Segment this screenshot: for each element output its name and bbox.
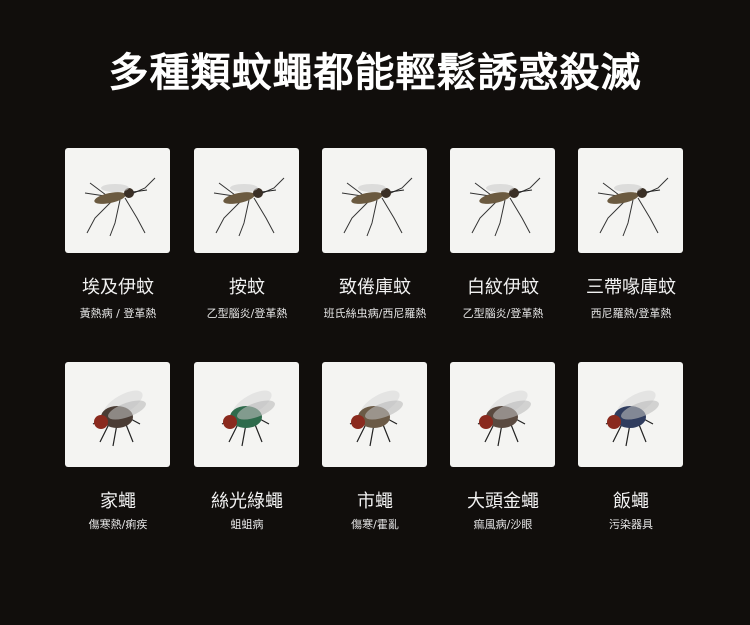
fly-icon: [92, 390, 146, 447]
page-title: 多種類蚊蠅都能輕鬆誘惑殺滅: [108, 50, 642, 96]
fly-card: [65, 362, 170, 467]
insect-name: 大頭金蠅: [467, 491, 539, 512]
mosquito-icon: [341, 177, 413, 237]
disease-list: 西尼羅熱/登革熱: [590, 307, 672, 320]
mosquito-card: [194, 148, 299, 253]
disease-list: 乙型腦炎/登革熱: [462, 307, 544, 320]
fly-icon: [477, 390, 531, 447]
insect-name: 白紋伊蚊: [467, 277, 539, 298]
disease-list: 痲風病/沙眼: [473, 518, 533, 531]
insect-name: 致倦庫蚊: [339, 277, 411, 298]
insect-name: 按蚊: [229, 277, 265, 298]
insect-name: 絲光綠蠅: [211, 491, 283, 512]
mosquito-card: [65, 148, 170, 253]
disease-list: 傷寒熱/痢疾: [88, 518, 148, 531]
fly-card: [450, 362, 555, 467]
insect-name: 飯蠅: [613, 491, 649, 512]
fly-icon: [349, 390, 403, 447]
mosquito-icon: [213, 177, 285, 237]
fly-card: [194, 362, 299, 467]
fly-icon: [605, 390, 659, 447]
fly-card: [578, 362, 683, 467]
disease-list: 班氏絲虫病/西尼羅熱: [323, 307, 427, 320]
disease-list: 傷寒/霍亂: [351, 518, 399, 531]
insect-name: 埃及伊蚊: [82, 277, 154, 298]
mosquito-icon: [84, 177, 156, 237]
fly-icon: [221, 390, 275, 447]
insect-name: 市蠅: [357, 491, 393, 512]
insect-name: 三帶喙庫蚊: [586, 277, 676, 298]
insect-name: 家蠅: [100, 491, 136, 512]
fly-card: [322, 362, 427, 467]
mosquito-card: [450, 148, 555, 253]
disease-list: 黃熱病 / 登革熱: [79, 307, 157, 320]
mosquito-card: [578, 148, 683, 253]
mosquito-card: [322, 148, 427, 253]
mosquito-icon: [597, 177, 669, 237]
disease-list: 污染器具: [609, 518, 653, 531]
mosquito-icon: [469, 177, 541, 237]
disease-list: 蛆蛆病: [230, 518, 264, 531]
disease-list: 乙型腦炎/登革熱: [206, 307, 288, 320]
